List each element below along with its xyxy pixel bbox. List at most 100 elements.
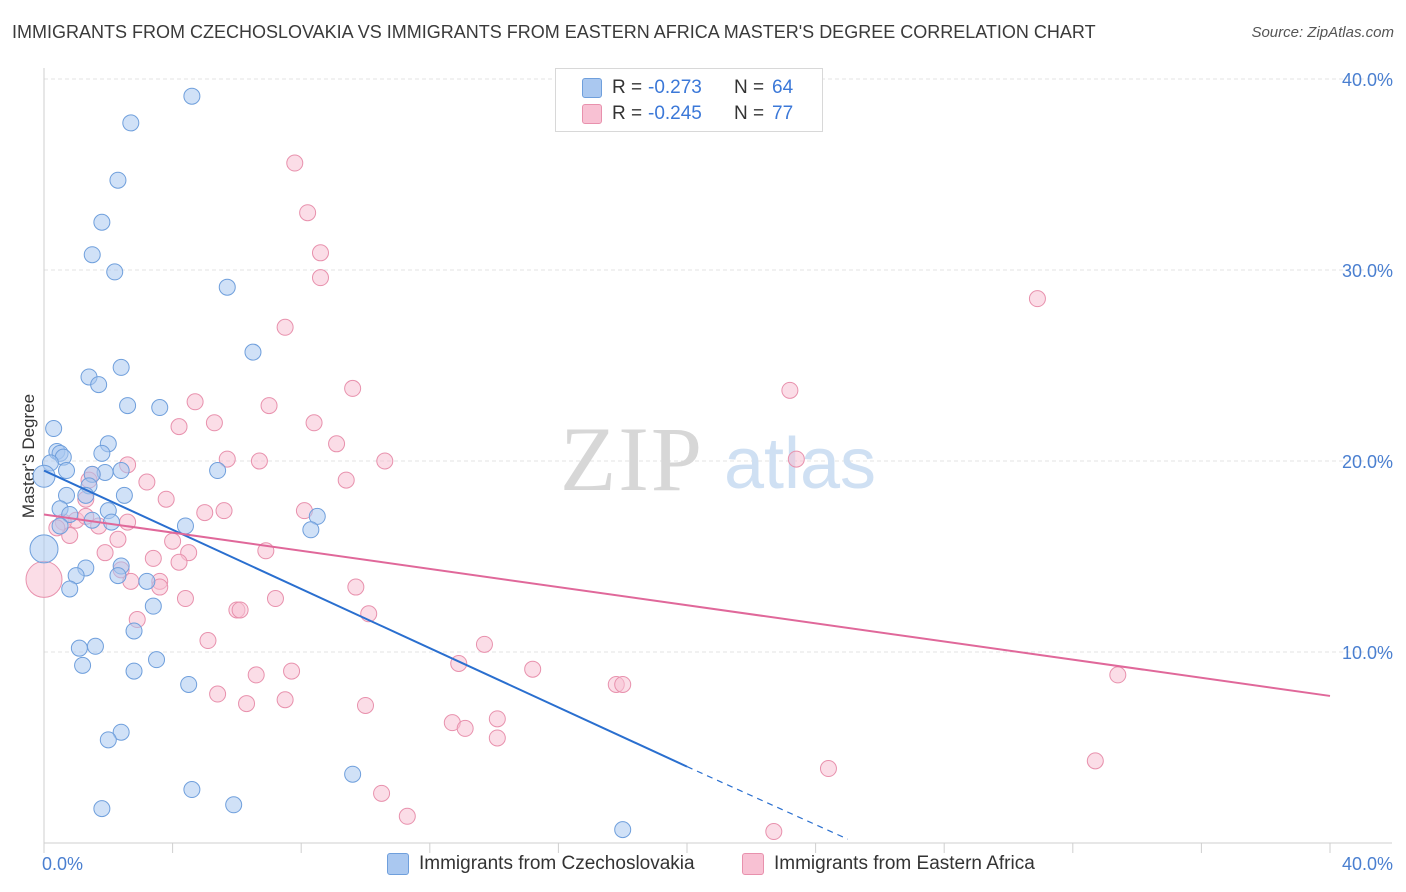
data-point-eastern-africa — [305, 414, 323, 432]
legend-r-label: R = — [612, 77, 643, 98]
data-point-eastern-africa — [196, 504, 214, 522]
data-point-eastern-africa — [488, 710, 506, 728]
legend-n-value: 64 — [772, 77, 794, 98]
data-point-czechoslovakia — [93, 213, 111, 231]
series-czechoslovakia-points — [29, 87, 632, 839]
y-tick-label: 30.0% — [1342, 261, 1393, 281]
data-point-czechoslovakia — [29, 534, 59, 564]
data-point-czechoslovakia — [109, 171, 127, 189]
data-point-czechoslovakia — [225, 796, 243, 814]
trend-line-eastern-africa — [43, 513, 1331, 697]
data-point-czechoslovakia — [183, 87, 201, 105]
data-point-eastern-africa — [328, 435, 346, 453]
data-point-czechoslovakia — [61, 580, 79, 598]
data-point-eastern-africa — [1028, 290, 1046, 308]
data-point-eastern-africa — [215, 502, 233, 520]
data-point-eastern-africa — [765, 823, 783, 841]
data-point-eastern-africa — [266, 590, 284, 608]
x-tick-label: 0.0% — [42, 854, 83, 874]
data-point-eastern-africa — [781, 381, 799, 399]
x-tick-label: 40.0% — [1342, 854, 1393, 874]
data-point-czechoslovakia — [614, 821, 632, 839]
legend-n-label: N = — [734, 103, 765, 124]
data-point-czechoslovakia — [138, 572, 156, 590]
data-point-czechoslovakia — [70, 639, 88, 657]
data-point-czechoslovakia — [99, 731, 117, 749]
data-point-eastern-africa — [283, 662, 301, 680]
data-point-czechoslovakia — [86, 637, 104, 655]
data-point-eastern-africa — [170, 418, 188, 436]
bottom-legend-label: Immigrants from Czechoslovakia — [419, 853, 695, 874]
legend-r-value: -0.245 — [648, 103, 702, 124]
data-point-eastern-africa — [373, 784, 391, 802]
data-point-eastern-africa — [238, 695, 256, 713]
tick-labels: 10.0% 20.0% 30.0% 40.0% 0.0% 40.0% — [42, 70, 1393, 874]
data-point-eastern-africa — [247, 666, 265, 684]
data-point-czechoslovakia — [244, 343, 262, 361]
data-point-eastern-africa — [170, 553, 188, 571]
bottom-legend-swatch-pink — [742, 853, 764, 875]
data-point-czechoslovakia — [183, 781, 201, 799]
data-point-czechoslovakia — [148, 651, 166, 669]
data-point-czechoslovakia — [218, 278, 236, 296]
data-point-eastern-africa — [347, 578, 365, 596]
y-tick-label: 20.0% — [1342, 452, 1393, 472]
data-point-eastern-africa — [1086, 752, 1104, 770]
data-point-eastern-africa — [819, 760, 837, 778]
trend-line-czechoslovakia — [43, 469, 688, 768]
data-point-czechoslovakia — [51, 517, 69, 535]
legend-n-value: 77 — [772, 103, 794, 124]
data-point-czechoslovakia — [45, 420, 63, 438]
data-point-czechoslovakia — [115, 486, 133, 504]
data-point-eastern-africa — [276, 318, 294, 336]
watermark: ZIP atlas — [560, 408, 876, 510]
data-point-eastern-africa — [260, 397, 278, 415]
chart-title: IMMIGRANTS FROM CZECHOSLOVAKIA VS IMMIGR… — [12, 22, 1096, 42]
data-point-eastern-africa — [276, 691, 294, 709]
data-point-eastern-africa — [164, 532, 182, 550]
data-point-eastern-africa — [456, 719, 474, 737]
data-point-czechoslovakia — [209, 462, 227, 480]
data-point-czechoslovakia — [144, 597, 162, 615]
data-point-eastern-africa — [96, 544, 114, 562]
legend-r-label: R = — [612, 103, 643, 124]
data-point-czechoslovakia — [125, 622, 143, 640]
data-point-czechoslovakia — [90, 376, 108, 394]
y-axis-label: Master's Degree — [19, 394, 38, 518]
data-point-eastern-africa — [157, 490, 175, 508]
data-point-eastern-africa — [344, 379, 362, 397]
legend-swatch-blue — [582, 78, 602, 98]
data-point-czechoslovakia — [180, 675, 198, 693]
data-point-eastern-africa — [614, 675, 632, 693]
axes — [43, 68, 1392, 853]
data-point-eastern-africa — [1109, 666, 1127, 684]
data-point-czechoslovakia — [176, 517, 194, 535]
trend-lines — [43, 469, 1331, 840]
data-point-eastern-africa — [524, 660, 542, 678]
data-point-czechoslovakia — [112, 358, 130, 376]
data-point-eastern-africa — [488, 729, 506, 747]
data-point-eastern-africa — [398, 807, 416, 825]
data-point-eastern-africa — [138, 473, 156, 491]
data-point-eastern-africa — [311, 269, 329, 287]
data-point-eastern-africa — [376, 452, 394, 470]
data-point-czechoslovakia — [151, 399, 169, 417]
data-point-eastern-africa — [337, 471, 355, 489]
data-point-eastern-africa — [209, 685, 227, 703]
bottom-legend-swatch-blue — [387, 853, 409, 875]
data-point-eastern-africa — [231, 601, 249, 619]
data-point-eastern-africa — [787, 450, 805, 468]
data-point-czechoslovakia — [103, 513, 121, 531]
data-point-eastern-africa — [176, 590, 194, 608]
data-point-eastern-africa — [144, 549, 162, 567]
data-point-czechoslovakia — [119, 397, 137, 415]
data-point-czechoslovakia — [58, 462, 76, 480]
data-point-eastern-africa — [475, 635, 493, 653]
data-point-czechoslovakia — [83, 246, 101, 264]
data-point-eastern-africa — [218, 450, 236, 468]
y-tick-label: 40.0% — [1342, 70, 1393, 90]
correlation-legend: R = -0.273 N = 64 R = -0.245 N = 77 — [555, 68, 823, 132]
bottom-legend-label: Immigrants from Eastern Africa — [774, 853, 1035, 874]
legend-n-label: N = — [734, 77, 765, 98]
watermark-zip: ZIP — [560, 408, 704, 510]
